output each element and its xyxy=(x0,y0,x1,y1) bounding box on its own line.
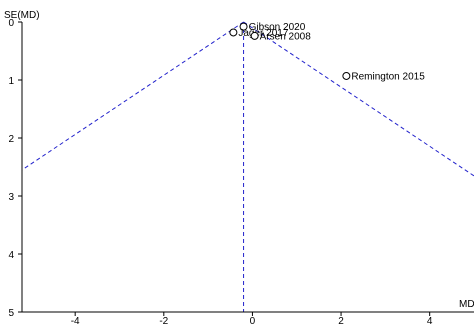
study-point xyxy=(229,28,238,37)
x-axis-title: MD xyxy=(459,299,474,310)
y-tick-label: 0 xyxy=(8,18,14,29)
y-axis-title: SE(MD) xyxy=(4,10,40,21)
funnel-limit-left xyxy=(21,21,244,171)
study-label: Jager 2017 xyxy=(238,28,288,39)
y-tick-label: 3 xyxy=(8,192,14,203)
x-tick-label: -2 xyxy=(159,316,168,324)
y-tick-label: 4 xyxy=(8,250,14,261)
study-label: Remington 2015 xyxy=(351,71,425,82)
study-point xyxy=(342,71,351,80)
study-label: Arsen 2008 xyxy=(260,31,312,42)
x-tick-label: -4 xyxy=(71,316,80,324)
y-ticks: 0 1 2 3 4 5 xyxy=(8,18,22,319)
y-tick-label: 1 xyxy=(8,76,14,87)
study-label: Gibson 2020 xyxy=(249,22,306,33)
funnel-limit-right xyxy=(243,21,474,177)
y-tick-label: 2 xyxy=(8,134,14,145)
x-tick-label: 4 xyxy=(427,316,433,324)
x-tick-label: 0 xyxy=(250,316,256,324)
study-point xyxy=(239,22,248,31)
y-tick-label: 5 xyxy=(8,308,14,319)
study-point xyxy=(250,31,259,40)
x-tick-label: 2 xyxy=(338,316,344,324)
x-ticks: -4 -2 0 2 4 xyxy=(71,312,433,324)
funnel-lines xyxy=(21,21,474,312)
